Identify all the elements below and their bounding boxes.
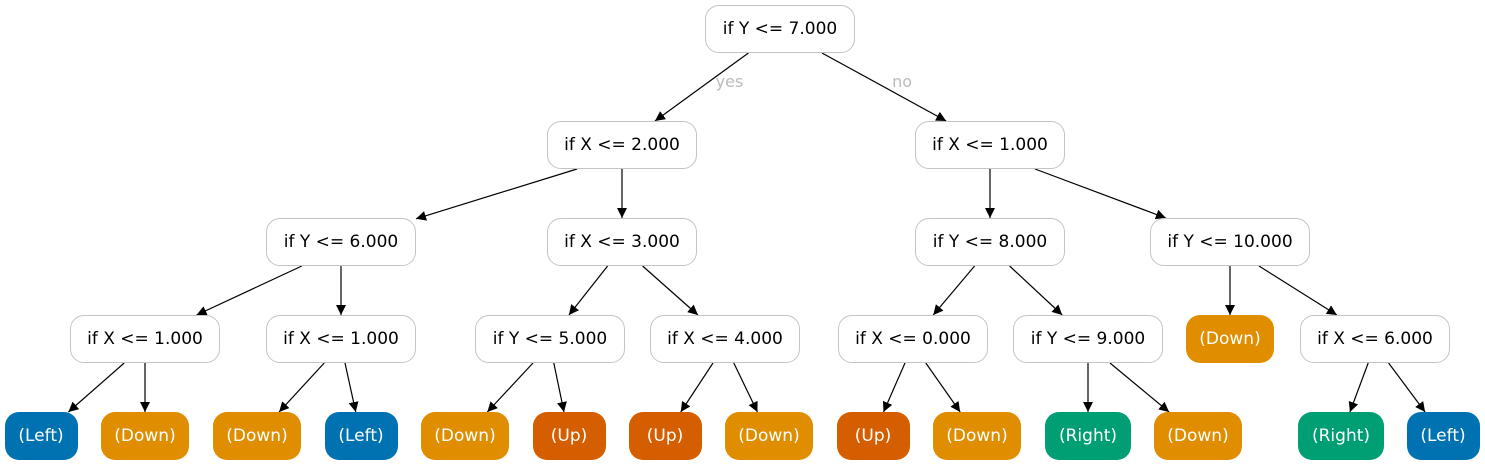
- edge-n8-n18: [344, 362, 359, 413]
- split-node-if-y-9-000: if Y <= 9.000: [1013, 315, 1163, 363]
- edge-n5-n12: [1009, 265, 1063, 316]
- edge-n0-n2: [821, 52, 947, 122]
- edge-n1-n3: [415, 168, 578, 221]
- leaf-node-left: (Left): [1406, 412, 1480, 460]
- edge-n9-n19: [486, 362, 534, 413]
- edge-n5-n11: [932, 265, 976, 316]
- leaf-node-left: (Left): [4, 412, 78, 460]
- leaf-node-down: (Down): [1154, 412, 1242, 460]
- leaf-node-right: (Right): [1298, 412, 1384, 460]
- split-node-if-y-7-000: if Y <= 7.000: [705, 5, 855, 53]
- leaf-node-up: (Up): [836, 412, 910, 460]
- edge-n12-n26: [1109, 362, 1170, 413]
- split-node-if-y-5-000: if Y <= 5.000: [475, 315, 625, 363]
- leaf-node-down: (Down): [1186, 315, 1274, 363]
- split-node-if-x-1-000: if X <= 1.000: [915, 121, 1065, 169]
- edge-n10-n22: [733, 362, 758, 413]
- edge-n3-n7: [196, 265, 303, 316]
- split-node-if-y-6-000: if Y <= 6.000: [266, 218, 416, 266]
- split-node-if-y-10-000: if Y <= 10.000: [1150, 218, 1310, 266]
- edge-label-no: no: [892, 72, 912, 91]
- edge-n14-n27: [1348, 362, 1369, 413]
- leaf-node-right: (Right): [1045, 412, 1131, 460]
- split-node-if-x-1-000: if X <= 1.000: [70, 315, 220, 363]
- split-node-if-x-0-000: if X <= 0.000: [838, 315, 988, 363]
- split-node-if-x-3-000: if X <= 3.000: [547, 218, 697, 266]
- edge-n14-n28: [1388, 362, 1426, 413]
- leaf-node-up: (Up): [532, 412, 606, 460]
- edge-n4-n9: [568, 265, 609, 316]
- edge-n10-n21: [680, 362, 714, 413]
- edge-n0-n1: [654, 52, 749, 122]
- leaf-node-down: (Down): [101, 412, 189, 460]
- leaf-node-up: (Up): [628, 412, 702, 460]
- edge-n2-n6: [1034, 168, 1167, 220]
- edge-n8-n17: [278, 362, 325, 413]
- split-node-if-x-1-000: if X <= 1.000: [266, 315, 416, 363]
- edge-n11-n23: [882, 362, 906, 413]
- leaf-node-left: (Left): [324, 412, 398, 460]
- edge-label-yes: yes: [716, 72, 744, 91]
- edge-n9-n20: [553, 362, 567, 413]
- leaf-node-down: (Down): [725, 412, 813, 460]
- split-node-if-x-4-000: if X <= 4.000: [650, 315, 800, 363]
- edge-n7-n15: [67, 362, 125, 413]
- leaf-node-down: (Down): [213, 412, 301, 460]
- edge-n11-n24: [925, 362, 961, 413]
- leaf-node-down: (Down): [933, 412, 1021, 460]
- edge-n6-n14: [1258, 265, 1338, 316]
- split-node-if-y-8-000: if Y <= 8.000: [915, 218, 1065, 266]
- split-node-if-x-2-000: if X <= 2.000: [547, 121, 697, 169]
- edge-n4-n10: [642, 265, 699, 316]
- split-node-if-x-6-000: if X <= 6.000: [1300, 315, 1450, 363]
- leaf-node-down: (Down): [421, 412, 509, 460]
